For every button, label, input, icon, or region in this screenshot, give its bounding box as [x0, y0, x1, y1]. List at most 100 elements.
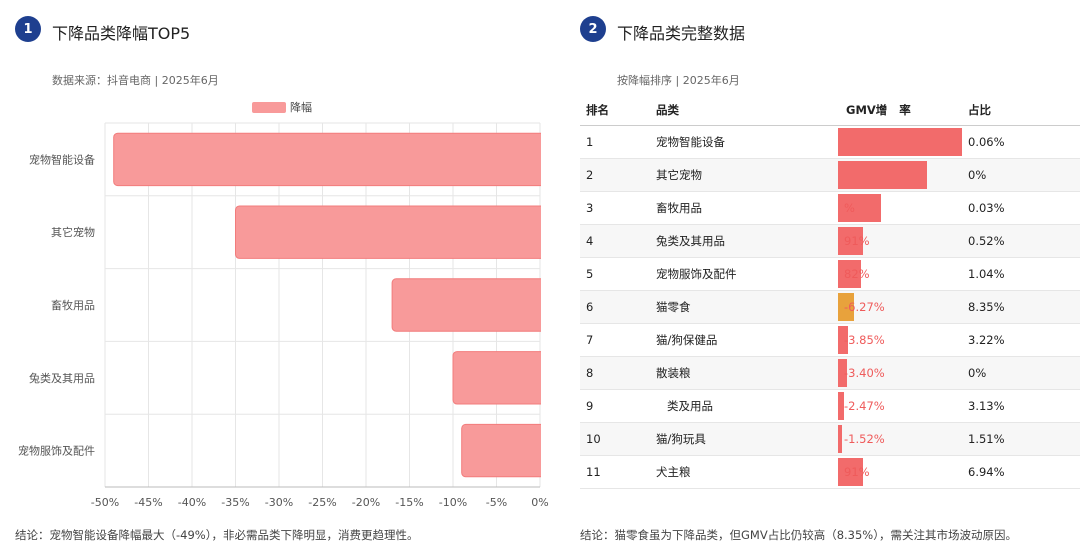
- cell-gmv-growth: %: [838, 191, 962, 225]
- header-gmv-growth[interactable]: GMV增 率: [838, 95, 962, 126]
- gmv-bar: [838, 293, 854, 321]
- cell-share: 3.22%: [962, 323, 1080, 357]
- data-source: 数据来源：抖音电商 | 2025年6月: [52, 74, 219, 87]
- cell-share: 0.52%: [962, 224, 1080, 258]
- cell-share: 6.94%: [962, 455, 1080, 489]
- cell-rank: 6: [580, 290, 650, 324]
- cell-rank: 2: [580, 158, 650, 192]
- table-row[interactable]: 6 猫零食 -6.27% 8.35%: [580, 290, 1080, 324]
- chart-conclusion: 结论：宠物智能设备降幅最大（-49%），非必需品类下降明显，消费更趋理性。: [15, 528, 419, 542]
- cell-category: 散装粮: [650, 356, 838, 390]
- cell-share: 3.13%: [962, 389, 1080, 423]
- cell-category: 类及用品: [650, 389, 838, 423]
- cell-category: 猫/狗玩具: [650, 422, 838, 456]
- cell-rank: 9: [580, 389, 650, 423]
- decline-data-table: 排名 品类 GMV增 率 占比 1 宠物智能设备 0.06% 2 其它宠物 0% 3 畜牧用品…: [580, 95, 1080, 489]
- cell-share: 0%: [962, 356, 1080, 390]
- gmv-label: %: [844, 201, 855, 215]
- chart-legend[interactable]: 降幅: [252, 99, 312, 115]
- cell-category: 其它宠物: [650, 158, 838, 192]
- cell-gmv-growth: [838, 158, 962, 192]
- table-row[interactable]: 11 犬主粮 91% 6.94%: [580, 455, 1080, 489]
- header-rank[interactable]: 排名: [580, 95, 650, 126]
- cell-share: 0%: [962, 158, 1080, 192]
- panel-title: 下降品类完整数据: [617, 24, 746, 43]
- cell-category: 兔类及其用品: [650, 224, 838, 258]
- cell-category: 猫/狗保健品: [650, 323, 838, 357]
- cell-rank: 1: [580, 125, 650, 159]
- gmv-bar: [838, 392, 845, 420]
- gmv-label: -2.47%: [844, 399, 885, 413]
- section-number-badge: 2: [580, 16, 606, 42]
- bar: [391, 278, 547, 332]
- x-tick-label: -10%: [439, 496, 467, 509]
- gmv-label: -3.40%: [844, 366, 885, 380]
- x-tick-label: 0%: [531, 496, 548, 509]
- cell-gmv-growth: 91%: [838, 455, 962, 489]
- legend-label: 降幅: [290, 101, 312, 114]
- table-header-row: 排名 品类 GMV增 率 占比: [580, 95, 1080, 126]
- x-tick-label: -30%: [265, 496, 293, 509]
- x-tick-label: -20%: [352, 496, 380, 509]
- x-tick-label: -50%: [91, 496, 119, 509]
- gmv-label: 82%: [844, 267, 870, 281]
- cell-rank: 4: [580, 224, 650, 258]
- x-tick-label: -35%: [221, 496, 249, 509]
- gmv-bar: [838, 128, 962, 156]
- legend-swatch: [252, 101, 286, 113]
- decline-bar-chart: -50% -45% -40% -35% -30% -25% -20% -15% -10% -5% 0…: [18, 121, 560, 509]
- table-row[interactable]: 4 兔类及其用品 91% 0.52%: [580, 224, 1080, 258]
- gmv-bar: [838, 161, 927, 189]
- x-tick-label: -25%: [308, 496, 336, 509]
- y-category-label: 畜牧用品: [51, 298, 95, 312]
- cell-share: 0.06%: [962, 125, 1080, 159]
- table-row[interactable]: 10 猫/狗玩具 -1.52% 1.51%: [580, 422, 1080, 456]
- gmv-label: -6.27%: [844, 300, 885, 314]
- table-row[interactable]: 2 其它宠物 0%: [580, 158, 1080, 192]
- x-tick-label: -5%: [486, 496, 507, 509]
- table-subtitle: 按降幅排序 | 2025年6月: [617, 74, 740, 87]
- cell-rank: 3: [580, 191, 650, 225]
- y-category-label: 其它宠物: [51, 225, 95, 239]
- gmv-label: -1.52%: [844, 432, 885, 446]
- cell-share: 8.35%: [962, 290, 1080, 324]
- cell-gmv-growth: 91%: [838, 224, 962, 258]
- cell-rank: 7: [580, 323, 650, 357]
- cell-gmv-growth: -6.27%: [838, 290, 962, 324]
- bar: [113, 132, 547, 187]
- y-category-label: 兔类及其用品: [29, 371, 95, 385]
- y-category-label: 宠物智能设备: [29, 152, 95, 166]
- y-category-label: 宠物服饰及配件: [18, 444, 95, 458]
- table-row[interactable]: 7 猫/狗保健品 -3.85% 3.22%: [580, 323, 1080, 357]
- gmv-bar: [838, 227, 864, 255]
- bar: [461, 423, 547, 478]
- table-row[interactable]: 3 畜牧用品% 0.03%: [580, 191, 1080, 225]
- plot-edge-mask: [541, 121, 560, 489]
- cell-gmv-growth: [838, 125, 962, 159]
- gmv-label: 91%: [844, 234, 870, 248]
- bar: [452, 351, 547, 405]
- table-row[interactable]: 1 宠物智能设备 0.06%: [580, 125, 1080, 159]
- gmv-bar: [838, 194, 882, 222]
- table-row[interactable]: 9 类及用品 -2.47% 3.13%: [580, 389, 1080, 423]
- cell-category: 畜牧用品: [650, 191, 838, 225]
- x-tick-label: -45%: [134, 496, 162, 509]
- cell-gmv-growth: -3.40%: [838, 356, 962, 390]
- gmv-bar: [838, 359, 847, 387]
- gmv-label: 91%: [844, 465, 870, 479]
- cell-rank: 11: [580, 455, 650, 489]
- cell-rank: 10: [580, 422, 650, 456]
- header-share[interactable]: 占比: [962, 95, 1080, 126]
- x-tick-label: -40%: [178, 496, 206, 509]
- table-row[interactable]: 5 宠物服饰及配件 82% 1.04%: [580, 257, 1080, 291]
- cell-gmv-growth: -1.52%: [838, 422, 962, 456]
- cell-category: 猫零食: [650, 290, 838, 324]
- cell-share: 1.51%: [962, 422, 1080, 456]
- cell-category: 犬主粮: [650, 455, 838, 489]
- panel-title: 下降品类降幅TOP5: [52, 24, 191, 43]
- cell-share: 0.03%: [962, 191, 1080, 225]
- header-category[interactable]: 品类: [650, 95, 838, 126]
- table-row[interactable]: 8 散装粮 -3.40% 0%: [580, 356, 1080, 390]
- gmv-bar: [838, 260, 861, 288]
- cell-rank: 5: [580, 257, 650, 291]
